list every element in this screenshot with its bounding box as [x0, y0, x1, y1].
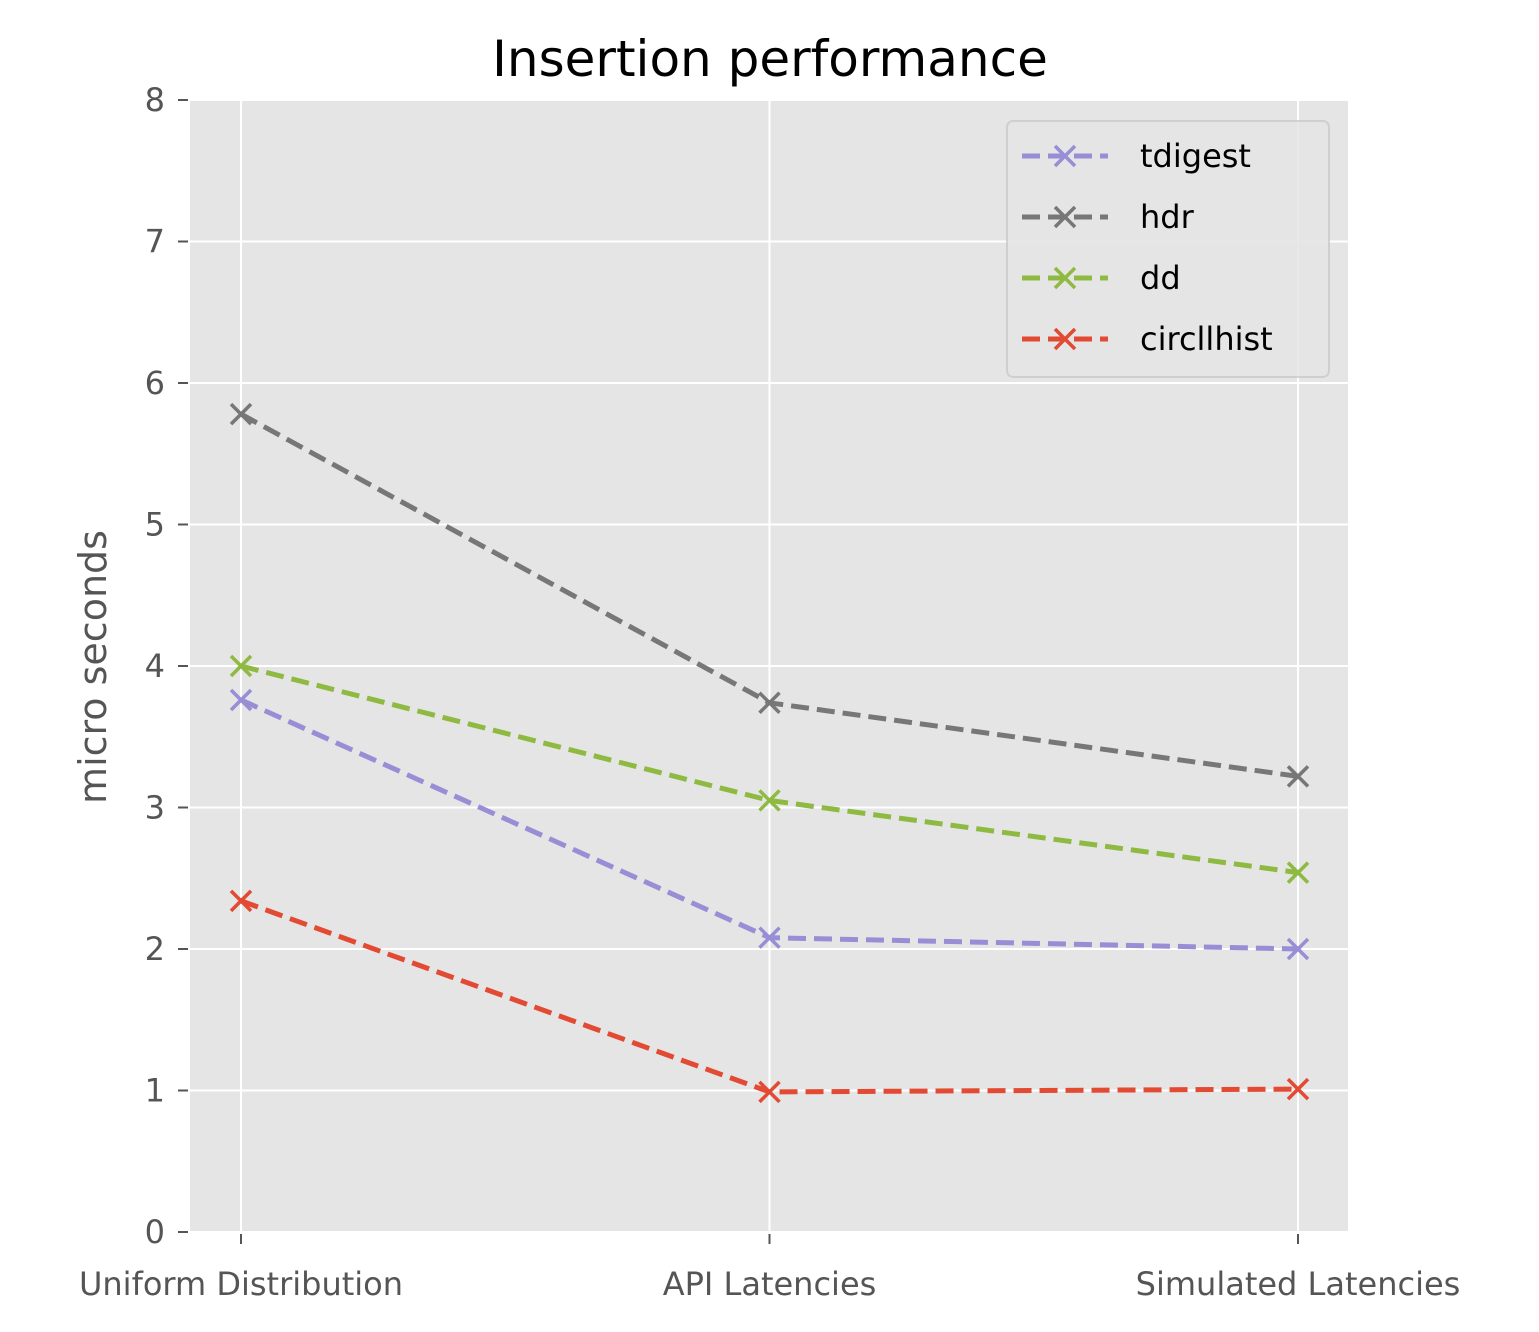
data-point: [229, 889, 253, 913]
data-point: [1286, 1077, 1310, 1101]
x-marker-stroke: [758, 789, 781, 812]
data-point: [758, 691, 781, 715]
x-marker-stroke: [758, 691, 781, 715]
legend-label: hdr: [1140, 198, 1195, 236]
x-marker-stroke: [758, 1080, 781, 1104]
legend-item: dd: [1022, 259, 1181, 297]
x-marker-stroke: [229, 688, 253, 712]
data-point: [1286, 937, 1310, 961]
series-dd: [229, 654, 1310, 884]
x-marker-stroke: [1286, 765, 1310, 788]
legend-label: tdigest: [1140, 137, 1251, 175]
legend-label: dd: [1140, 259, 1181, 297]
legend-marker: [1053, 144, 1077, 168]
legend-item: hdr: [1022, 198, 1195, 236]
legend-item: tdigest: [1022, 137, 1251, 175]
data-point: [229, 654, 253, 678]
chart-title: Insertion performance: [492, 30, 1048, 88]
y-tick-label: 8: [145, 81, 165, 119]
data-point: [758, 789, 781, 812]
legend-marker: [1053, 327, 1077, 351]
legend-box: [1006, 120, 1330, 378]
x-marker-stroke: [1286, 937, 1310, 961]
legend: tdigest hdr dd circllhist: [1006, 120, 1330, 378]
legend-marker: [1053, 266, 1077, 290]
series-circllhist: [229, 889, 1310, 1104]
y-tick-label: 0: [145, 1213, 165, 1251]
series-layer: [229, 402, 1310, 1104]
x-tick-label: Simulated Latencies: [1136, 1265, 1461, 1303]
legend-item: circllhist: [1022, 320, 1273, 358]
y-tick-label: 6: [145, 364, 165, 402]
data-point: [229, 402, 253, 426]
x-tick-label: API Latencies: [663, 1265, 877, 1303]
data-point: [229, 688, 253, 712]
x-marker-stroke: [229, 889, 253, 913]
legend-marker: [1053, 205, 1077, 229]
data-point: [1286, 765, 1310, 788]
y-tick-label: 7: [145, 223, 165, 261]
x-tick-label: Uniform Distribution: [79, 1265, 403, 1303]
y-tick-label: 4: [145, 647, 165, 685]
y-axis-label: micro seconds: [71, 530, 115, 804]
data-point: [1286, 861, 1310, 884]
x-marker-stroke: [229, 654, 253, 678]
x-marker-stroke: [1286, 1077, 1310, 1101]
x-marker-stroke: [229, 402, 253, 426]
x-marker-stroke: [758, 926, 781, 949]
y-tick-label: 3: [145, 789, 165, 827]
series-tdigest: [229, 688, 1310, 961]
series-hdr: [229, 402, 1310, 788]
data-point: [758, 1080, 781, 1104]
data-point: [758, 926, 781, 949]
x-marker-stroke: [1286, 861, 1310, 884]
y-tick-label: 2: [145, 930, 165, 968]
y-tick-label: 5: [145, 506, 165, 544]
axes: 0 1 2 3 4 5 6 7 8 Uniform Distribution API Latenci…: [79, 81, 1460, 1303]
x-marker-stroke: [1053, 144, 1077, 168]
legend-label: circllhist: [1140, 320, 1273, 358]
x-marker-stroke: [1053, 205, 1077, 229]
x-marker-stroke: [1053, 266, 1077, 290]
y-tick-label: 1: [145, 1072, 165, 1110]
x-marker-stroke: [1053, 327, 1077, 351]
series-line: [240, 663, 1299, 876]
